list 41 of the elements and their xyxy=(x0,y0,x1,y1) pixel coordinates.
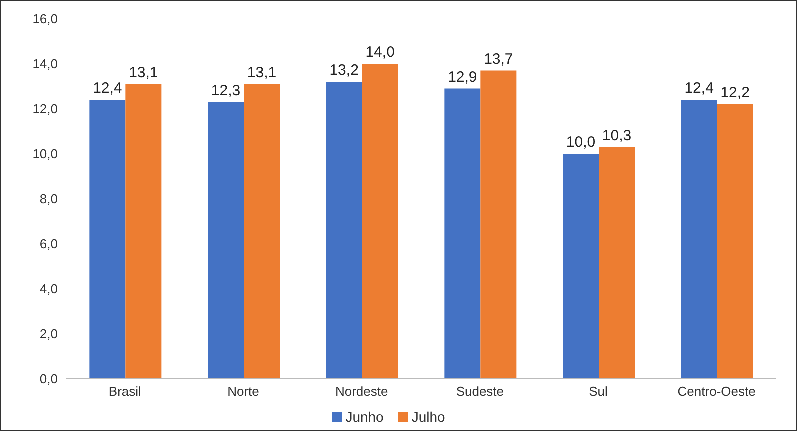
y-tick-label: 8,0 xyxy=(40,192,58,207)
x-tick-label: Sudeste xyxy=(456,384,504,400)
y-tick-label: 10,0 xyxy=(32,146,58,162)
legend-label: Julho xyxy=(412,409,446,425)
data-label: 14,0 xyxy=(366,44,395,61)
bar xyxy=(599,147,635,379)
data-label: 12,4 xyxy=(93,80,122,97)
y-tick-label: 12,0 xyxy=(32,102,58,117)
bar xyxy=(362,64,398,379)
bar xyxy=(244,84,280,379)
bar xyxy=(326,82,362,379)
bar xyxy=(563,154,599,379)
bar xyxy=(126,84,162,379)
y-tick-label: 14,0 xyxy=(32,56,58,72)
data-label: 13,7 xyxy=(484,50,514,68)
y-tick-label: 2,0 xyxy=(40,326,58,342)
x-tick-label: Centro-Oeste xyxy=(678,384,756,400)
bar xyxy=(480,70,517,379)
data-label: 13,1 xyxy=(129,64,158,82)
data-label: 13,2 xyxy=(330,62,359,79)
data-label: 10,3 xyxy=(602,127,632,144)
y-tick-label: 16,0 xyxy=(32,12,58,27)
data-label: 10,0 xyxy=(566,134,596,151)
y-tick-label: 0,0 xyxy=(40,372,58,387)
bar xyxy=(90,100,126,379)
bar xyxy=(444,88,481,379)
y-tick-label: 6,0 xyxy=(40,236,58,252)
y-tick-label: 4,0 xyxy=(40,282,58,297)
x-tick-label: Norte xyxy=(228,384,260,400)
legend-label: Junho xyxy=(346,409,384,425)
x-tick-label: Sul xyxy=(589,384,608,400)
bar xyxy=(717,104,754,379)
data-label: 12,9 xyxy=(448,68,478,86)
data-label: 12,4 xyxy=(684,80,714,97)
data-label: 12,2 xyxy=(720,84,750,102)
bar xyxy=(681,100,718,379)
x-tick-label: Brasil xyxy=(108,384,142,400)
x-tick-label: Nordeste xyxy=(335,384,388,400)
data-label: 13,1 xyxy=(247,64,277,82)
data-label: 12,3 xyxy=(211,82,241,100)
bar xyxy=(208,102,244,379)
